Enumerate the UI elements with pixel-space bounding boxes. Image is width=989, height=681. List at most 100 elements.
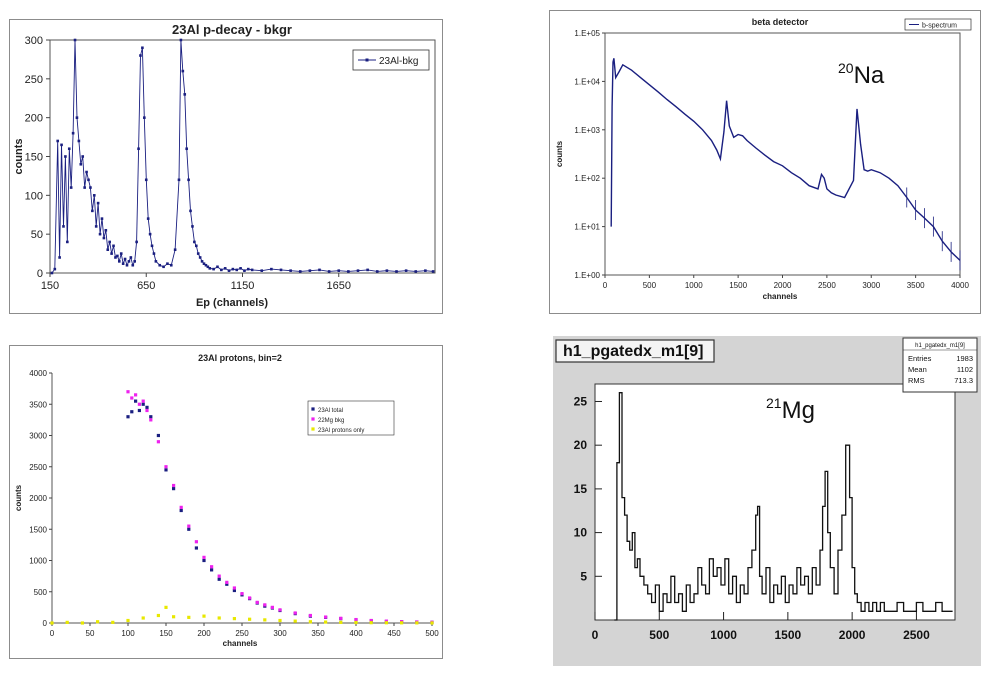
data-point-series-0	[126, 415, 130, 419]
y-tick-label: 150	[25, 152, 43, 164]
data-point-series-1	[202, 555, 206, 559]
data-point	[118, 260, 121, 263]
legend-marker	[311, 417, 315, 421]
y-tick-label: 1.E+05	[574, 29, 600, 38]
y-tick-label: 25	[574, 394, 588, 408]
chart-title: 23Al p-decay - bkgr	[172, 22, 292, 37]
title-box	[555, 339, 715, 363]
data-point	[83, 186, 86, 189]
data-point	[347, 270, 350, 273]
data-point-series-0	[187, 527, 191, 531]
data-point	[200, 260, 204, 263]
data-point	[223, 267, 227, 270]
chart-panel-al23: 23Al p-decay - bkgr 0 50 100 150 200 250 300 150…	[9, 19, 443, 314]
data-point	[123, 257, 127, 261]
x-tick-label: 2000	[839, 628, 866, 642]
x-tick-label: 350	[311, 629, 325, 638]
x-tick-label: 2500	[903, 628, 930, 642]
y-tick-label: 0	[43, 619, 48, 628]
data-point-series-1	[145, 408, 149, 413]
data-point-series-1	[339, 616, 343, 620]
data-point	[181, 69, 185, 73]
data-point	[246, 267, 250, 271]
y-tick-label: 1.E+02	[574, 174, 600, 183]
x-tick-label: 2000	[774, 281, 792, 290]
x-tick-label: 250	[235, 629, 249, 638]
data-point	[327, 270, 331, 273]
data-point-series-2	[324, 620, 328, 624]
legend-box	[904, 18, 972, 31]
data-point-series-1	[225, 580, 229, 584]
data-point	[270, 267, 273, 271]
data-point	[64, 155, 67, 158]
data-point	[66, 240, 69, 244]
y-tick-label: 1.E+04	[574, 77, 600, 86]
data-point-series-2	[111, 620, 115, 624]
annotation-mass: 21	[766, 395, 782, 411]
data-point	[119, 252, 123, 255]
data-point-series-2	[263, 618, 267, 622]
stats-label: Mean	[908, 365, 927, 374]
data-point	[112, 244, 115, 248]
y-tick-label: 10	[574, 526, 588, 540]
data-point-series-2	[80, 621, 84, 625]
y-tick-label: 250	[25, 74, 43, 86]
legend-box	[307, 400, 395, 436]
legend-marker	[365, 58, 369, 62]
x-tick-label: 100	[121, 629, 135, 638]
stats-title: h1_pgatedx_m1[9]	[915, 343, 965, 349]
data-point-series-0	[202, 558, 206, 563]
data-point	[179, 38, 183, 42]
histogram-line	[614, 392, 953, 621]
chart-na20: beta detector 1.E+00 1.E+01 1.E+02 1.E+03 1.E…	[555, 17, 972, 301]
data-point	[183, 93, 187, 96]
data-point-series-2	[430, 621, 434, 625]
data-point	[202, 262, 206, 265]
data-point	[146, 217, 150, 220]
y-tick-label: 100	[25, 190, 43, 202]
data-point-series-2	[248, 617, 252, 621]
data-point	[235, 268, 239, 272]
data-point	[298, 270, 302, 273]
data-point-series-0	[210, 568, 214, 572]
data-point	[289, 269, 292, 272]
data-point	[260, 269, 264, 272]
data-point-series-0	[232, 588, 236, 593]
data-point	[81, 155, 85, 158]
legend-label: 22Mg bkg	[318, 418, 344, 424]
data-point-series-1	[141, 399, 145, 403]
data-point	[337, 269, 341, 272]
data-point-series-1	[354, 617, 358, 622]
data-point-series-2	[65, 620, 69, 624]
chart-al23: 23Al p-decay - bkgr 0 50 100 150 200 250 300 150…	[13, 22, 436, 309]
data-point	[106, 248, 110, 251]
data-point	[53, 267, 57, 271]
y-axis-label: counts	[13, 138, 25, 174]
data-point	[100, 217, 104, 220]
data-point	[116, 254, 119, 258]
chart-panel-protons23: 23Al protons, bin=2 0 500 1000 1500 2000 2500 3…	[9, 345, 443, 659]
data-point	[279, 268, 283, 272]
y-tick-label: 0	[37, 268, 43, 280]
x-tick-label: 1650	[327, 280, 351, 292]
x-tick-label: 650	[137, 280, 155, 292]
legend-label: 23Al total	[318, 408, 343, 414]
data-point-series-1	[172, 483, 176, 488]
legend-label: 23Al protons only	[318, 428, 364, 434]
data-point	[414, 270, 418, 273]
y-tick-label: 2000	[29, 494, 47, 503]
chart-panel-na20: beta detector 1.E+00 1.E+01 1.E+02 1.E+03 1.E…	[549, 10, 981, 314]
data-point-series-2	[217, 616, 221, 620]
data-point	[58, 256, 61, 259]
y-tick-label: 300	[25, 35, 43, 47]
data-point	[166, 262, 169, 265]
y-tick-label: 50	[31, 229, 43, 241]
legend-box	[352, 49, 430, 71]
data-point-series-1	[134, 393, 138, 397]
stats-value: 713.3	[954, 376, 973, 385]
data-point	[94, 225, 98, 228]
y-tick-label: 200	[25, 113, 43, 125]
y-tick-label: 1500	[29, 525, 47, 534]
x-tick-label: 0	[603, 281, 608, 290]
x-axis-label: channels	[223, 639, 258, 648]
